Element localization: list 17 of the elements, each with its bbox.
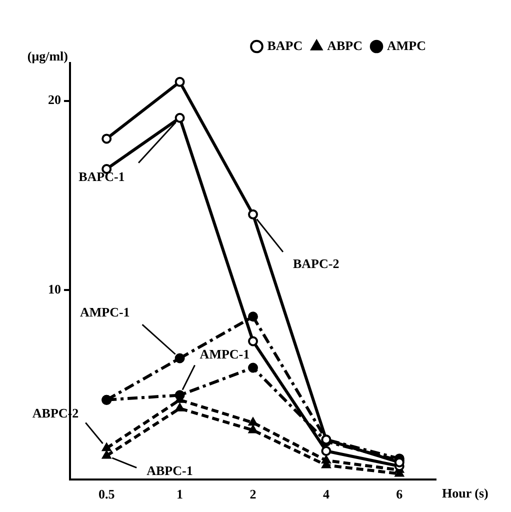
- annotation: AMPC-1: [80, 304, 130, 320]
- x-tick-label: 1: [176, 486, 184, 502]
- legend-label: BAPC: [267, 38, 303, 53]
- x-tick-label: 6: [396, 486, 404, 502]
- x-tick-label: 4: [322, 486, 330, 502]
- legend-label: AMPC: [387, 38, 426, 53]
- annotation: AMPC-1: [200, 346, 250, 362]
- x-tick-label: 0.5: [98, 486, 116, 502]
- annotation: BAPC-1: [78, 169, 125, 184]
- x-axis-title: Hour (s): [442, 485, 488, 500]
- x-tick-label: 2: [250, 486, 256, 502]
- annotation: BAPC-2: [293, 256, 340, 271]
- y-axis-title: (μg/ml): [27, 48, 68, 64]
- annotation: ABPC-1: [146, 463, 193, 478]
- y-tick-label: 10: [48, 281, 61, 296]
- y-tick-label: 20: [48, 92, 61, 108]
- legend-label: ABPC: [327, 38, 363, 53]
